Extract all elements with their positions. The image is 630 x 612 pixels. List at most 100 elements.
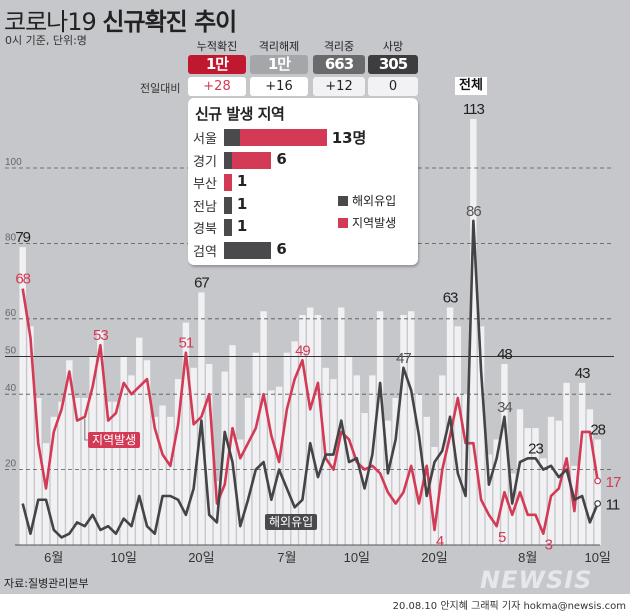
stat-value-deaths: 305 [368,55,418,74]
y-tick-label: 40 [5,383,17,394]
total-bar [361,413,368,545]
data-label: 28 [590,421,605,438]
x-tick-label: 10일 [344,550,370,565]
total-bar [291,341,298,545]
data-label: 51 [179,335,194,352]
region-panel-title: 신규 발생 지역 [195,105,285,123]
data-label: 113 [463,101,485,118]
x-tick-label: 10일 [110,550,136,565]
x-tick-label: 10일 [584,550,610,565]
data-label: 48 [497,346,512,363]
subtitle: 0시 기준, 단위:명 [5,34,87,47]
data-label: 11 [606,497,620,514]
region-bar-local [239,129,327,146]
total-bar [384,420,392,545]
total-bar [439,375,446,545]
region-name: 부산 [193,177,217,192]
stat-diff-isolated: +12 [313,77,365,96]
total-bar [190,367,197,545]
total-bar [547,416,555,545]
total-bar [27,326,34,545]
data-label: 5 [498,529,506,546]
legend-swatch-imported [338,196,348,206]
region-bar-local [231,151,272,169]
y-tick-label: 60 [5,308,17,319]
y-tick-label: 50 [5,346,17,357]
region-value: 1 [236,217,248,235]
total-bar [275,386,283,545]
total-bar [151,416,158,545]
total-bar [555,420,563,545]
region-bar-imported [224,219,232,236]
total-bar [454,326,462,545]
total-bar [485,454,493,545]
region-value: 6 [276,149,287,168]
total-bar [182,322,190,545]
total-bar [237,439,244,545]
legend-label-imported: 해외유입 [352,194,397,208]
total-bar [81,397,89,545]
data-label: 34 [497,399,512,416]
stat-label-confirmed: 누적확진 [196,40,238,53]
total-bar [586,409,594,545]
total-bar [283,352,291,545]
data-label: 4 [436,533,444,550]
legend-local: 지역발생 [338,214,396,231]
total-bar [594,439,601,545]
total-bar [501,364,508,545]
data-label: 49 [295,342,310,359]
x-tick-label: 6월 [44,550,63,565]
stat-value-isolated: 663 [313,55,365,74]
data-label: 3 [545,537,553,554]
title-bold: 신규확진 추이 [102,8,237,36]
legend-swatch-local [338,218,348,228]
series-end-marker [594,500,602,507]
total-bar [35,397,42,545]
total-bar [128,375,135,545]
region-value: 1 [236,194,248,213]
total-bar [73,397,81,545]
total-bar [112,401,120,545]
stat-diff-released: +16 [250,77,308,96]
total-bar [400,315,407,545]
x-tick-label: 7월 [277,550,296,565]
region-name: 검역 [193,244,217,260]
total-bar [330,379,337,545]
total-bar [205,364,213,545]
total-bar [408,311,415,545]
region-name: 서울 [193,132,217,147]
series-line-imported [21,219,599,539]
data-label: 47 [396,350,411,367]
data-label: 79 [15,229,30,246]
series-end-marker [594,477,602,485]
region-name: 경북 [193,222,217,237]
page-title: 코로나19 신규확진 추이 [4,2,237,37]
stat-diff-deaths: 0 [368,77,418,96]
total-bar [423,416,430,545]
total-bar [252,352,259,545]
stat-value-confirmed: 1만4626 [188,55,246,92]
total-bar [299,315,306,545]
total-bar [120,356,127,545]
diff-label: 전일대비 [140,82,181,95]
total-bar [540,458,547,545]
data-label: 86 [466,203,481,220]
total-bar [532,428,539,545]
stat-label-isolated: 격리중 [323,40,355,53]
total-bar [431,446,438,545]
region-value: 1 [236,172,248,190]
stat-diff-confirmed: +28 [188,77,246,96]
data-label: 43 [575,365,590,382]
data-label: 53 [93,327,108,344]
total-bar [104,401,112,545]
total-bar [470,118,477,546]
total-bar [221,371,228,545]
region-bar-local [224,174,232,191]
total-bar [260,311,267,545]
series-tag-imported: 해외유입 [265,514,318,530]
total-bar [143,360,151,545]
source-note: 자료:질병관리본부 [4,577,89,590]
total-bar [198,292,205,545]
legend-label-local: 지역발생 [352,216,397,230]
total-bar [42,443,50,545]
